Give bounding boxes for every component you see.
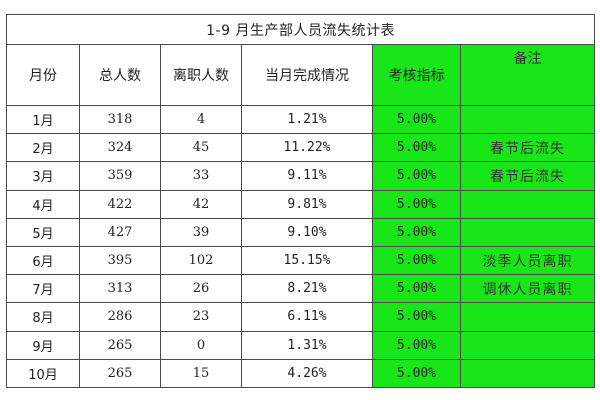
cell-total: 324 bbox=[79, 133, 161, 163]
cell-target: 5.00% bbox=[372, 133, 461, 163]
cell-left: 15 bbox=[160, 358, 242, 389]
table-row: 4月 422 42 9.81% 5.00% bbox=[6, 189, 596, 219]
table-row: 6月 395 102 15.15% 5.00% 淡季人员离职 bbox=[6, 245, 596, 276]
table-row: 1月 318 4 1.21% 5.00% bbox=[6, 104, 596, 135]
cell-completion: 8.21% bbox=[241, 274, 373, 304]
cell-completion: 1.21% bbox=[241, 104, 373, 135]
turnover-table: 1-9 月生产部人员流失统计表 月份 总人数 离职人数 当月完成情况 考核指标 … bbox=[5, 13, 596, 389]
cell-month: 8月 bbox=[6, 302, 80, 332]
cell-total: 395 bbox=[79, 245, 161, 276]
table-row: 10月 265 15 4.26% 5.00% bbox=[6, 358, 596, 389]
cell-completion: 9.81% bbox=[241, 189, 373, 219]
cell-note bbox=[459, 358, 596, 389]
cell-note bbox=[459, 217, 596, 247]
cell-left: 0 bbox=[160, 330, 242, 360]
cell-target: 5.00% bbox=[372, 302, 461, 332]
cell-completion: 6.11% bbox=[241, 302, 373, 332]
cell-note: 春节后流失 bbox=[459, 133, 596, 163]
cell-completion: 15.15% bbox=[241, 245, 373, 276]
cell-target: 5.00% bbox=[372, 217, 461, 247]
cell-note bbox=[459, 104, 596, 135]
title-row: 1-9 月生产部人员流失统计表 bbox=[5, 13, 596, 46]
cell-left: 23 bbox=[160, 302, 242, 332]
cell-month: 1月 bbox=[6, 104, 80, 135]
cell-left: 39 bbox=[160, 217, 242, 247]
cell-total: 422 bbox=[79, 189, 161, 219]
table-row: 3月 359 33 9.11% 5.00% 春节后流失 bbox=[6, 161, 596, 191]
cell-completion: 4.26% bbox=[241, 358, 373, 389]
cell-total: 313 bbox=[79, 274, 161, 304]
cell-month: 6月 bbox=[6, 245, 80, 276]
cell-month: 3月 bbox=[6, 161, 80, 191]
header-row: 月份 总人数 离职人数 当月完成情况 考核指标 备注 bbox=[6, 44, 596, 106]
cell-month: 2月 bbox=[6, 133, 80, 163]
cell-left: 33 bbox=[160, 161, 242, 191]
cell-left: 102 bbox=[160, 245, 242, 276]
cell-completion: 9.11% bbox=[241, 161, 373, 191]
cell-total: 286 bbox=[79, 302, 161, 332]
table-title: 1-9 月生产部人员流失统计表 bbox=[5, 13, 596, 46]
cell-target: 5.00% bbox=[372, 330, 461, 360]
header-month: 月份 bbox=[6, 44, 80, 106]
cell-completion: 9.10% bbox=[241, 217, 373, 247]
cell-completion: 11.22% bbox=[241, 133, 373, 163]
cell-total: 427 bbox=[79, 217, 161, 247]
cell-target: 5.00% bbox=[372, 358, 461, 389]
cell-left: 42 bbox=[160, 189, 242, 219]
cell-total: 359 bbox=[79, 161, 161, 191]
cell-total: 265 bbox=[79, 330, 161, 360]
cell-target: 5.00% bbox=[372, 161, 461, 191]
cell-month: 7月 bbox=[6, 274, 80, 304]
header-target: 考核指标 bbox=[372, 44, 461, 106]
cell-note: 调休人员离职 bbox=[459, 274, 596, 304]
cell-month: 10月 bbox=[6, 358, 80, 389]
cell-target: 5.00% bbox=[372, 245, 461, 276]
table-row: 5月 427 39 9.10% 5.00% bbox=[6, 217, 596, 247]
cell-note: 淡季人员离职 bbox=[459, 245, 596, 276]
header-total: 总人数 bbox=[79, 44, 161, 106]
cell-left: 26 bbox=[160, 274, 242, 304]
cell-target: 5.00% bbox=[372, 189, 461, 219]
cell-target: 5.00% bbox=[372, 104, 461, 135]
cell-target: 5.00% bbox=[372, 274, 461, 304]
table-row: 7月 313 26 8.21% 5.00% 调休人员离职 bbox=[6, 274, 596, 304]
cell-left: 45 bbox=[160, 133, 242, 163]
cell-month: 5月 bbox=[6, 217, 80, 247]
cell-note: 春节后流失 bbox=[459, 161, 596, 191]
cell-month: 9月 bbox=[6, 330, 80, 360]
cell-month: 4月 bbox=[6, 189, 80, 219]
table-row: 9月 265 0 1.31% 5.00% bbox=[6, 330, 596, 360]
header-completion: 当月完成情况 bbox=[241, 44, 373, 106]
cell-completion: 1.31% bbox=[241, 330, 373, 360]
table-row: 2月 324 45 11.22% 5.00% 春节后流失 bbox=[6, 133, 596, 163]
cell-note bbox=[459, 330, 596, 360]
cell-left: 4 bbox=[160, 104, 242, 135]
cell-note bbox=[459, 302, 596, 332]
table-row: 8月 286 23 6.11% 5.00% bbox=[6, 302, 596, 332]
header-left: 离职人数 bbox=[160, 44, 242, 106]
cell-note bbox=[459, 189, 596, 219]
cell-total: 318 bbox=[79, 104, 161, 135]
cell-total: 265 bbox=[79, 358, 161, 389]
header-note: 备注 bbox=[459, 44, 596, 106]
